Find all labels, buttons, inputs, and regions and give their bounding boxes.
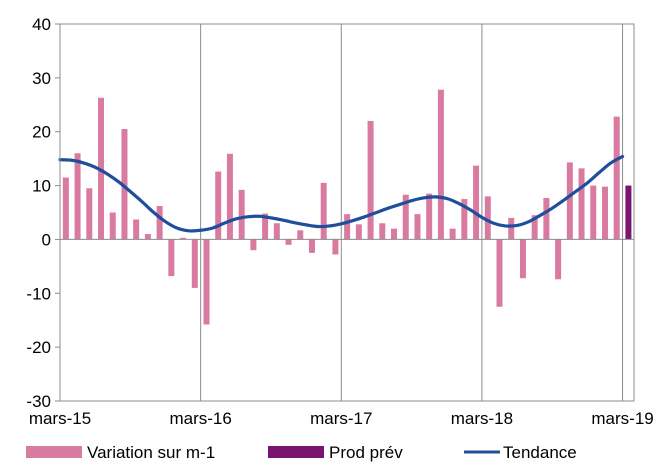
- bar: [355, 224, 362, 240]
- bar: [62, 177, 69, 240]
- bar: [555, 239, 562, 280]
- chart-legend: Variation sur m-1 Prod prév Tendance: [26, 443, 577, 462]
- bar: [226, 153, 233, 240]
- x-tick-label: mars-19: [591, 409, 653, 428]
- bar: [391, 228, 398, 240]
- bar: [86, 188, 93, 240]
- legend-swatch-1: [268, 446, 324, 458]
- bar: [320, 182, 327, 240]
- legend-swatch-0: [26, 446, 82, 458]
- y-tick-label: 20: [32, 123, 51, 142]
- y-tick-label: -10: [26, 284, 51, 303]
- bar: [414, 214, 421, 240]
- y-tick-label: 0: [42, 230, 51, 249]
- bar: [262, 213, 269, 240]
- legend-label-2: Tendance: [503, 443, 577, 462]
- y-tick-label: 10: [32, 177, 51, 196]
- bar: [473, 165, 480, 240]
- chart-axes: [55, 23, 635, 402]
- bar: [613, 116, 620, 240]
- trend-line: [58, 154, 625, 233]
- bar: [344, 214, 351, 240]
- y-tick-label: -20: [26, 338, 51, 357]
- bar: [449, 228, 456, 240]
- x-tick-label: mars-18: [451, 409, 513, 428]
- x-tick-labels: mars-15 mars-16 mars-17 mars-18 mars-19: [29, 409, 654, 428]
- legend-label-1: Prod prév: [329, 443, 403, 462]
- bar: [484, 196, 491, 240]
- bar: [308, 239, 315, 253]
- bar: [601, 186, 608, 240]
- bar: [121, 129, 128, 240]
- plot-frame: [59, 23, 635, 402]
- y-tick-label: -30: [26, 392, 51, 411]
- bar: [508, 217, 515, 240]
- bar: [180, 237, 187, 240]
- bar: [238, 189, 245, 240]
- x-tick-label: mars-16: [169, 409, 231, 428]
- legend-label-0: Variation sur m-1: [87, 443, 215, 462]
- y-tick-label: 30: [32, 69, 51, 88]
- bar: [437, 89, 444, 240]
- bar: [332, 239, 339, 255]
- x-tick-label: mars-15: [29, 409, 91, 428]
- bar: [297, 230, 304, 240]
- bar: [531, 215, 538, 240]
- bar: [133, 219, 140, 240]
- bar: [285, 239, 292, 245]
- bar: [156, 206, 163, 240]
- bar: [109, 212, 116, 240]
- y-tick-label: 40: [32, 15, 51, 34]
- bar: [402, 194, 409, 240]
- bar: [578, 168, 585, 240]
- bar: [461, 199, 468, 240]
- chart-grid: [200, 24, 624, 401]
- bar: [74, 153, 81, 240]
- bar: [590, 185, 597, 240]
- bar: [566, 162, 573, 240]
- bar: [168, 239, 175, 277]
- bar: [496, 239, 503, 307]
- bar: [203, 239, 210, 325]
- bar: [543, 197, 550, 240]
- bar: [250, 239, 257, 251]
- bar: [367, 120, 374, 240]
- bar: [215, 171, 222, 240]
- bar: [273, 223, 280, 240]
- bar: [379, 223, 386, 240]
- bar: [519, 239, 526, 279]
- bar: [426, 193, 433, 240]
- y-tick-labels: -30 -20 -10 0 10 20 30 40: [26, 15, 51, 411]
- bar: [625, 185, 632, 240]
- trend-series: [58, 154, 625, 233]
- x-tick-label: mars-17: [310, 409, 372, 428]
- bar: [191, 239, 198, 288]
- bar: [144, 234, 151, 240]
